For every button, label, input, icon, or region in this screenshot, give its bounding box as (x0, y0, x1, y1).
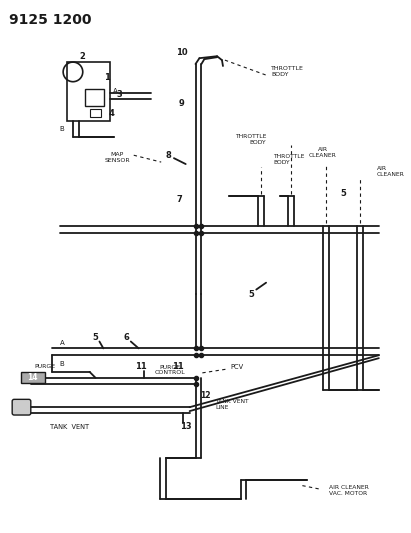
Text: 1: 1 (104, 73, 110, 82)
Text: 9: 9 (179, 99, 185, 108)
Text: MAP
SENSOR: MAP SENSOR (104, 152, 130, 163)
Text: 8: 8 (165, 151, 171, 160)
Text: 7: 7 (177, 195, 183, 204)
Text: 13: 13 (180, 422, 192, 431)
Text: 5: 5 (341, 189, 346, 198)
Text: 11: 11 (135, 362, 146, 372)
FancyBboxPatch shape (12, 399, 31, 415)
Text: 2: 2 (80, 52, 86, 61)
Text: 5: 5 (92, 333, 99, 342)
Text: 6: 6 (124, 333, 130, 342)
Bar (67, 62, 110, 121)
Text: 5: 5 (248, 290, 254, 299)
Text: 4: 4 (108, 109, 114, 118)
Text: PURGE
CONTROL: PURGE CONTROL (155, 365, 185, 375)
Text: TANK VENT
LINE: TANK VENT LINE (215, 399, 249, 410)
Text: 10: 10 (176, 48, 187, 57)
Text: B: B (60, 361, 65, 367)
Text: TANK  VENT: TANK VENT (51, 424, 90, 430)
Text: 9125 1200: 9125 1200 (9, 13, 92, 27)
Text: 14: 14 (28, 373, 38, 382)
Text: 12: 12 (201, 391, 211, 400)
Text: THROTTLE
BODY: THROTTLE BODY (273, 154, 304, 165)
Text: PURGE: PURGE (34, 364, 55, 368)
Text: AIR
CLEANER: AIR CLEANER (377, 166, 405, 177)
Text: THROTTLE
BODY: THROTTLE BODY (235, 134, 266, 145)
Text: PCV: PCV (231, 364, 244, 370)
Text: THROTTLE
BODY: THROTTLE BODY (271, 67, 304, 77)
Text: A: A (60, 341, 65, 346)
Text: 3: 3 (116, 90, 122, 99)
Text: A: A (113, 87, 118, 93)
Text: B: B (60, 126, 65, 132)
Bar (90, 109, 102, 117)
Bar (21, 372, 44, 383)
Bar (85, 88, 104, 106)
Text: 11: 11 (172, 362, 184, 372)
Text: AIR CLEANER
VAC. MOTOR: AIR CLEANER VAC. MOTOR (329, 485, 369, 496)
Text: AIR
CLEANER: AIR CLEANER (309, 147, 337, 158)
